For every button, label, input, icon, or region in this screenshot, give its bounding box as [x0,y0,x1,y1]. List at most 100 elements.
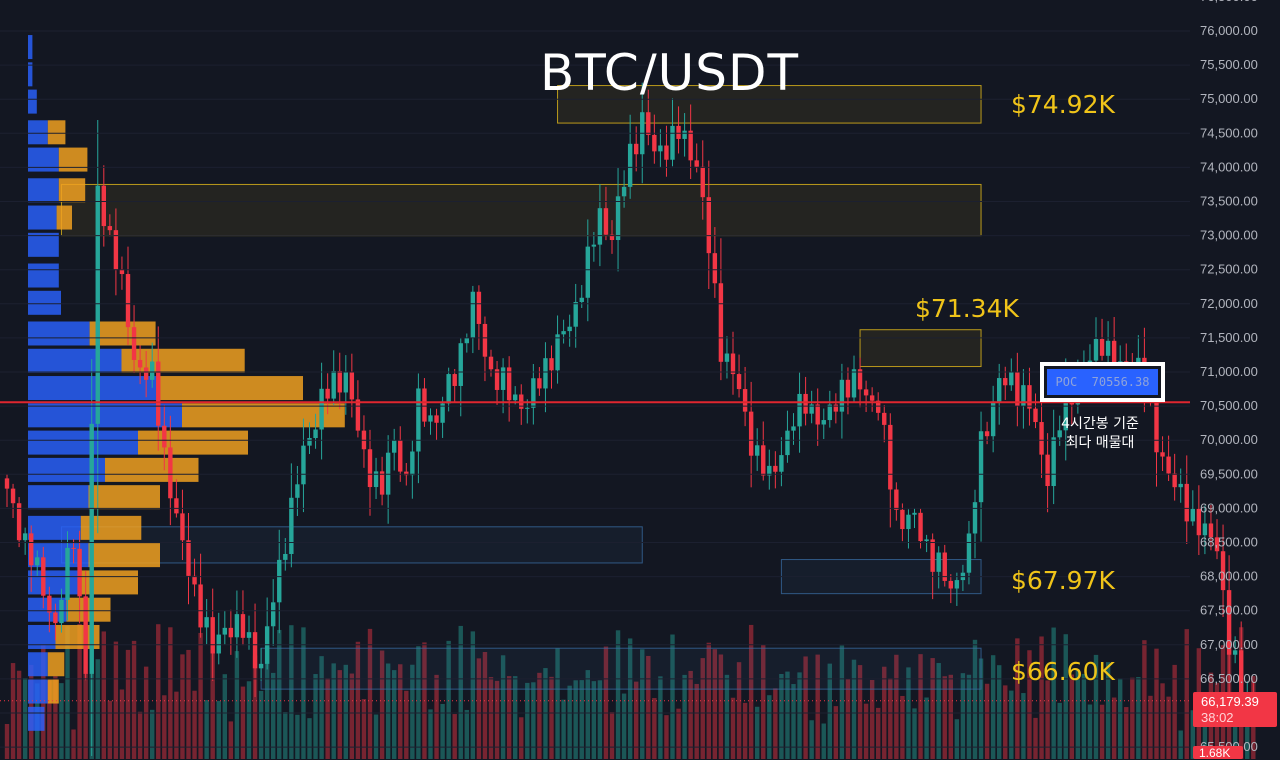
candle-body [186,540,191,576]
y-tick-label: 75,000.00 [1200,91,1258,106]
volume-bar [228,721,234,759]
profile-buy-bar [28,570,78,595]
candle-body [29,533,34,566]
y-tick-label: 71,000.00 [1200,364,1258,379]
volume-bar [1184,629,1189,759]
candle-body [83,596,88,674]
current-price-value: 66,179.39 [1201,694,1259,709]
poc-label-text: POC [1055,375,1078,389]
volume-bar [773,688,778,759]
profile-buy-bar [28,376,160,401]
profile-buy-bar [28,89,37,114]
candle-body [906,514,911,530]
volume-bar [627,638,633,759]
profile-buy-bar [28,232,59,257]
volume-bar [1081,673,1087,759]
profile-buy-bar [28,624,56,649]
volume-bar [615,630,621,759]
candle-body [228,627,234,638]
candle-body [156,361,161,426]
candle-body [954,580,960,589]
volume-bar [252,655,258,759]
volume-bar [851,659,857,759]
profile-buy-bar [28,430,138,455]
volume-bar [1178,730,1183,759]
candle-body [131,327,137,360]
volume-bar [22,678,28,759]
volume-bar [567,685,572,759]
candle-body [531,378,536,408]
candle-body [984,431,990,437]
y-tick-label: 76,500.00 [1200,0,1258,4]
volume-bar [119,689,125,759]
candle-body [434,415,439,423]
volume-bar [343,664,348,759]
y-tick-label: 68,500.00 [1200,535,1258,550]
price-axis: 65,500.0066,000.0066,500.0067,000.0067,5… [0,0,1258,754]
candle-body [888,424,893,490]
volume-bar [712,649,718,759]
candle-body [1063,385,1068,431]
candle-body [839,379,845,412]
candle-body [416,388,421,452]
candle-body [1105,340,1111,356]
volume-bar [724,674,730,759]
volume-bar [990,655,996,759]
candle-body [742,389,748,412]
profile-sell-bar [77,570,138,595]
y-tick-label: 68,000.00 [1200,569,1258,584]
volume-bar [640,649,645,759]
y-tick-label: 69,500.00 [1200,466,1258,481]
volume-bar [1093,654,1099,759]
volume-bar [83,673,88,759]
candle-body [422,388,427,422]
volume-bar [277,629,282,759]
candle-body [1166,456,1171,474]
candle-body [930,539,935,572]
volume-bar [476,658,482,759]
volume-bar [646,655,651,759]
volume-bar [936,663,941,759]
candle-body [192,575,197,585]
volume-bar [240,686,246,759]
volume-bar [379,650,385,759]
profile-buy-bar [28,263,59,288]
candle-body [997,378,1002,402]
volume-bar [664,715,669,759]
candle-body [597,208,603,245]
volume-bar [978,658,984,759]
volume-bar [234,651,240,759]
volume-bar [900,695,905,759]
y-tick-label: 72,000.00 [1200,296,1258,311]
volume-bar [71,729,76,759]
profile-sell-bar [47,652,65,677]
volume-bar [531,682,536,759]
candle-body [398,440,403,472]
volume-bar [845,678,851,759]
volume-bar [736,662,742,759]
volume-bar [984,683,990,759]
volume-bar [670,634,675,759]
candle-body [712,253,718,284]
candle-body [827,404,832,421]
candle-body [972,502,978,534]
volume-bar [634,681,639,759]
candle-body [658,145,663,152]
profile-sell-bar [56,205,72,230]
profile-sell-bar [58,147,88,172]
volume-bar [59,683,64,759]
candle-body [1099,339,1105,356]
poc-label: POC 70556.38 [1047,369,1158,395]
volume-bar [700,658,705,759]
volume-bar [367,628,373,759]
candle-body [567,326,572,332]
candle-body [869,395,875,401]
candle-body [1178,483,1183,488]
y-tick-label: 76,000.00 [1200,23,1258,38]
volume-bar [1015,638,1020,759]
candle-body [700,166,705,198]
volume-bar [1057,702,1062,759]
candle-body [924,539,929,542]
candle-body [670,125,675,160]
candle-body [446,374,451,404]
